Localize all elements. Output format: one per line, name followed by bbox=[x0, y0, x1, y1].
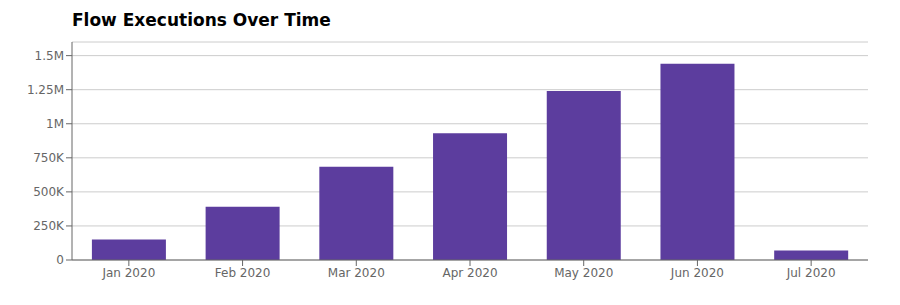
svg-text:Mar 2020: Mar 2020 bbox=[328, 266, 385, 280]
svg-text:0: 0 bbox=[56, 253, 64, 267]
svg-text:750K: 750K bbox=[33, 151, 65, 165]
svg-text:Jul 2020: Jul 2020 bbox=[786, 266, 836, 280]
svg-text:250K: 250K bbox=[33, 219, 65, 233]
html-text:Flow Executions Over Time: Flow Executions Over Time bbox=[72, 10, 331, 30]
svg-text:1.25M: 1.25M bbox=[27, 83, 64, 97]
svg-text:1.5M: 1.5M bbox=[35, 49, 64, 63]
svg-text:May 2020: May 2020 bbox=[554, 266, 613, 280]
svg-text:1M: 1M bbox=[46, 117, 64, 131]
svg-text:Jan 2020: Jan 2020 bbox=[101, 266, 155, 280]
svg-text:Feb 2020: Feb 2020 bbox=[215, 266, 271, 280]
svg-text:Jun 2020: Jun 2020 bbox=[670, 266, 724, 280]
svg-text:Apr 2020: Apr 2020 bbox=[442, 266, 497, 280]
svg-text:500K: 500K bbox=[33, 185, 65, 199]
